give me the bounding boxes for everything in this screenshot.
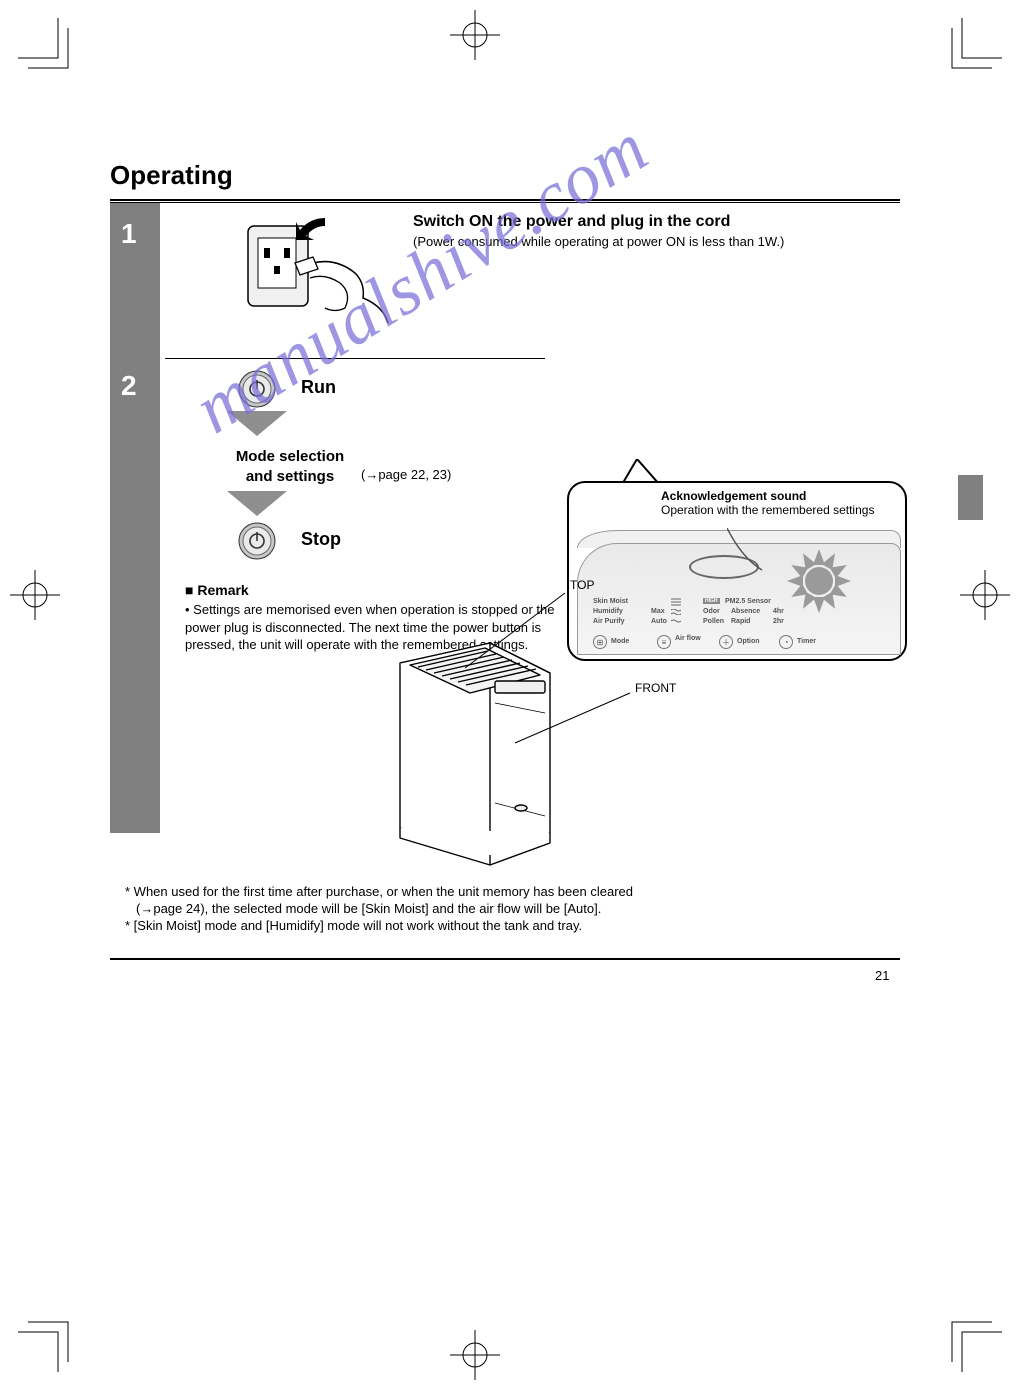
bars-icon-1 [671,598,681,606]
panel-r3c2: Auto [651,618,667,625]
panel-r3c3: Pollen [703,618,724,625]
panel-r2c2: Max [651,608,665,615]
ack-label: Acknowledgement sound Operation with the… [661,489,874,517]
panel-r2c5: 4hr [773,608,784,615]
ack-body: Operation with the remembered settings [661,503,874,517]
step1-body: Switch ON the power and plug in the cord… [165,203,900,353]
page-number: 21 [875,968,889,983]
stop-label: Stop [301,527,341,551]
panel-btn-timer-label: Timer [797,638,816,645]
step1-note: (Power consumed while operating at power… [413,233,784,251]
footnote-1b-text: page 24), the selected mode will be [Ski… [153,901,601,916]
panel-r2c3: Odor [703,608,720,615]
power-button-icon-stop [237,521,277,561]
crop-mark-br [942,1312,1002,1372]
registration-mark-top [450,10,500,60]
ack-heading: Acknowledgement sound [661,489,806,503]
down-arrow-1 [227,411,287,441]
top-label: TOP [570,578,594,592]
footnote-1b: (→page 24), the selected mode will be [S… [136,900,891,918]
mode-line2: and settings [246,468,334,485]
front-label: FRONT [635,681,676,695]
step-sidebar [110,203,160,833]
bars-icon-3 [671,619,681,624]
registration-mark-right [960,570,1010,620]
registration-mark-left [10,570,60,620]
panel-r3c4: Rapid [731,618,750,625]
plug-outlet-drawing [240,208,390,338]
panel-btn-timer: ◔ [779,635,793,649]
step1-heading: Switch ON the power and plug in the cord [413,211,784,233]
down-arrow-2 [227,491,287,521]
mode-selection-label: Mode selection and settings [225,447,355,488]
sunburst-icon [779,541,859,621]
panel-r3c5: 2hr [773,618,784,625]
mode-line1: Mode selection [236,448,344,465]
step-separator [165,358,545,359]
registration-mark-bottom [450,1330,500,1380]
remark-heading: ■ Remark [185,581,249,600]
footnote-1: * When used for the first time after pur… [125,883,890,901]
rule-top-thick [110,199,900,201]
panel-btn-airflow: ≡ [657,635,671,649]
step-number-2: 2 [121,370,137,402]
panel-btn-option: ＋ [719,635,733,649]
panel-r1c3: PM2.5 Sensor [725,598,771,605]
footnote-2: * [Skin Moist] mode and [Humidify] mode … [125,917,890,935]
panel-btn-airflow-label: Air flow [675,635,701,642]
power-button-icon-run [237,369,277,409]
page-title: Operating [110,160,900,191]
panel-r2c4: Absence [731,608,760,615]
callout-line-top [435,583,635,693]
step1-text: Switch ON the power and plug in the cord… [413,211,784,250]
crop-mark-bl [18,1312,78,1372]
panel-btn-option-label: Option [737,638,760,645]
panel-sensor-badge: HIGH [703,598,720,604]
callout-line-front [510,683,650,773]
bars-icon-2 [671,609,681,615]
rule-bottom [110,958,900,960]
mode-page-ref: (→page 22, 23) [361,466,451,484]
crop-mark-tl [18,18,78,78]
run-label: Run [301,375,336,399]
crop-mark-tr [942,18,1002,78]
side-tab [958,475,983,520]
step-number-1: 1 [121,218,137,250]
manual-page: Operating 1 2 Switch ON the power and pl… [110,160,900,203]
